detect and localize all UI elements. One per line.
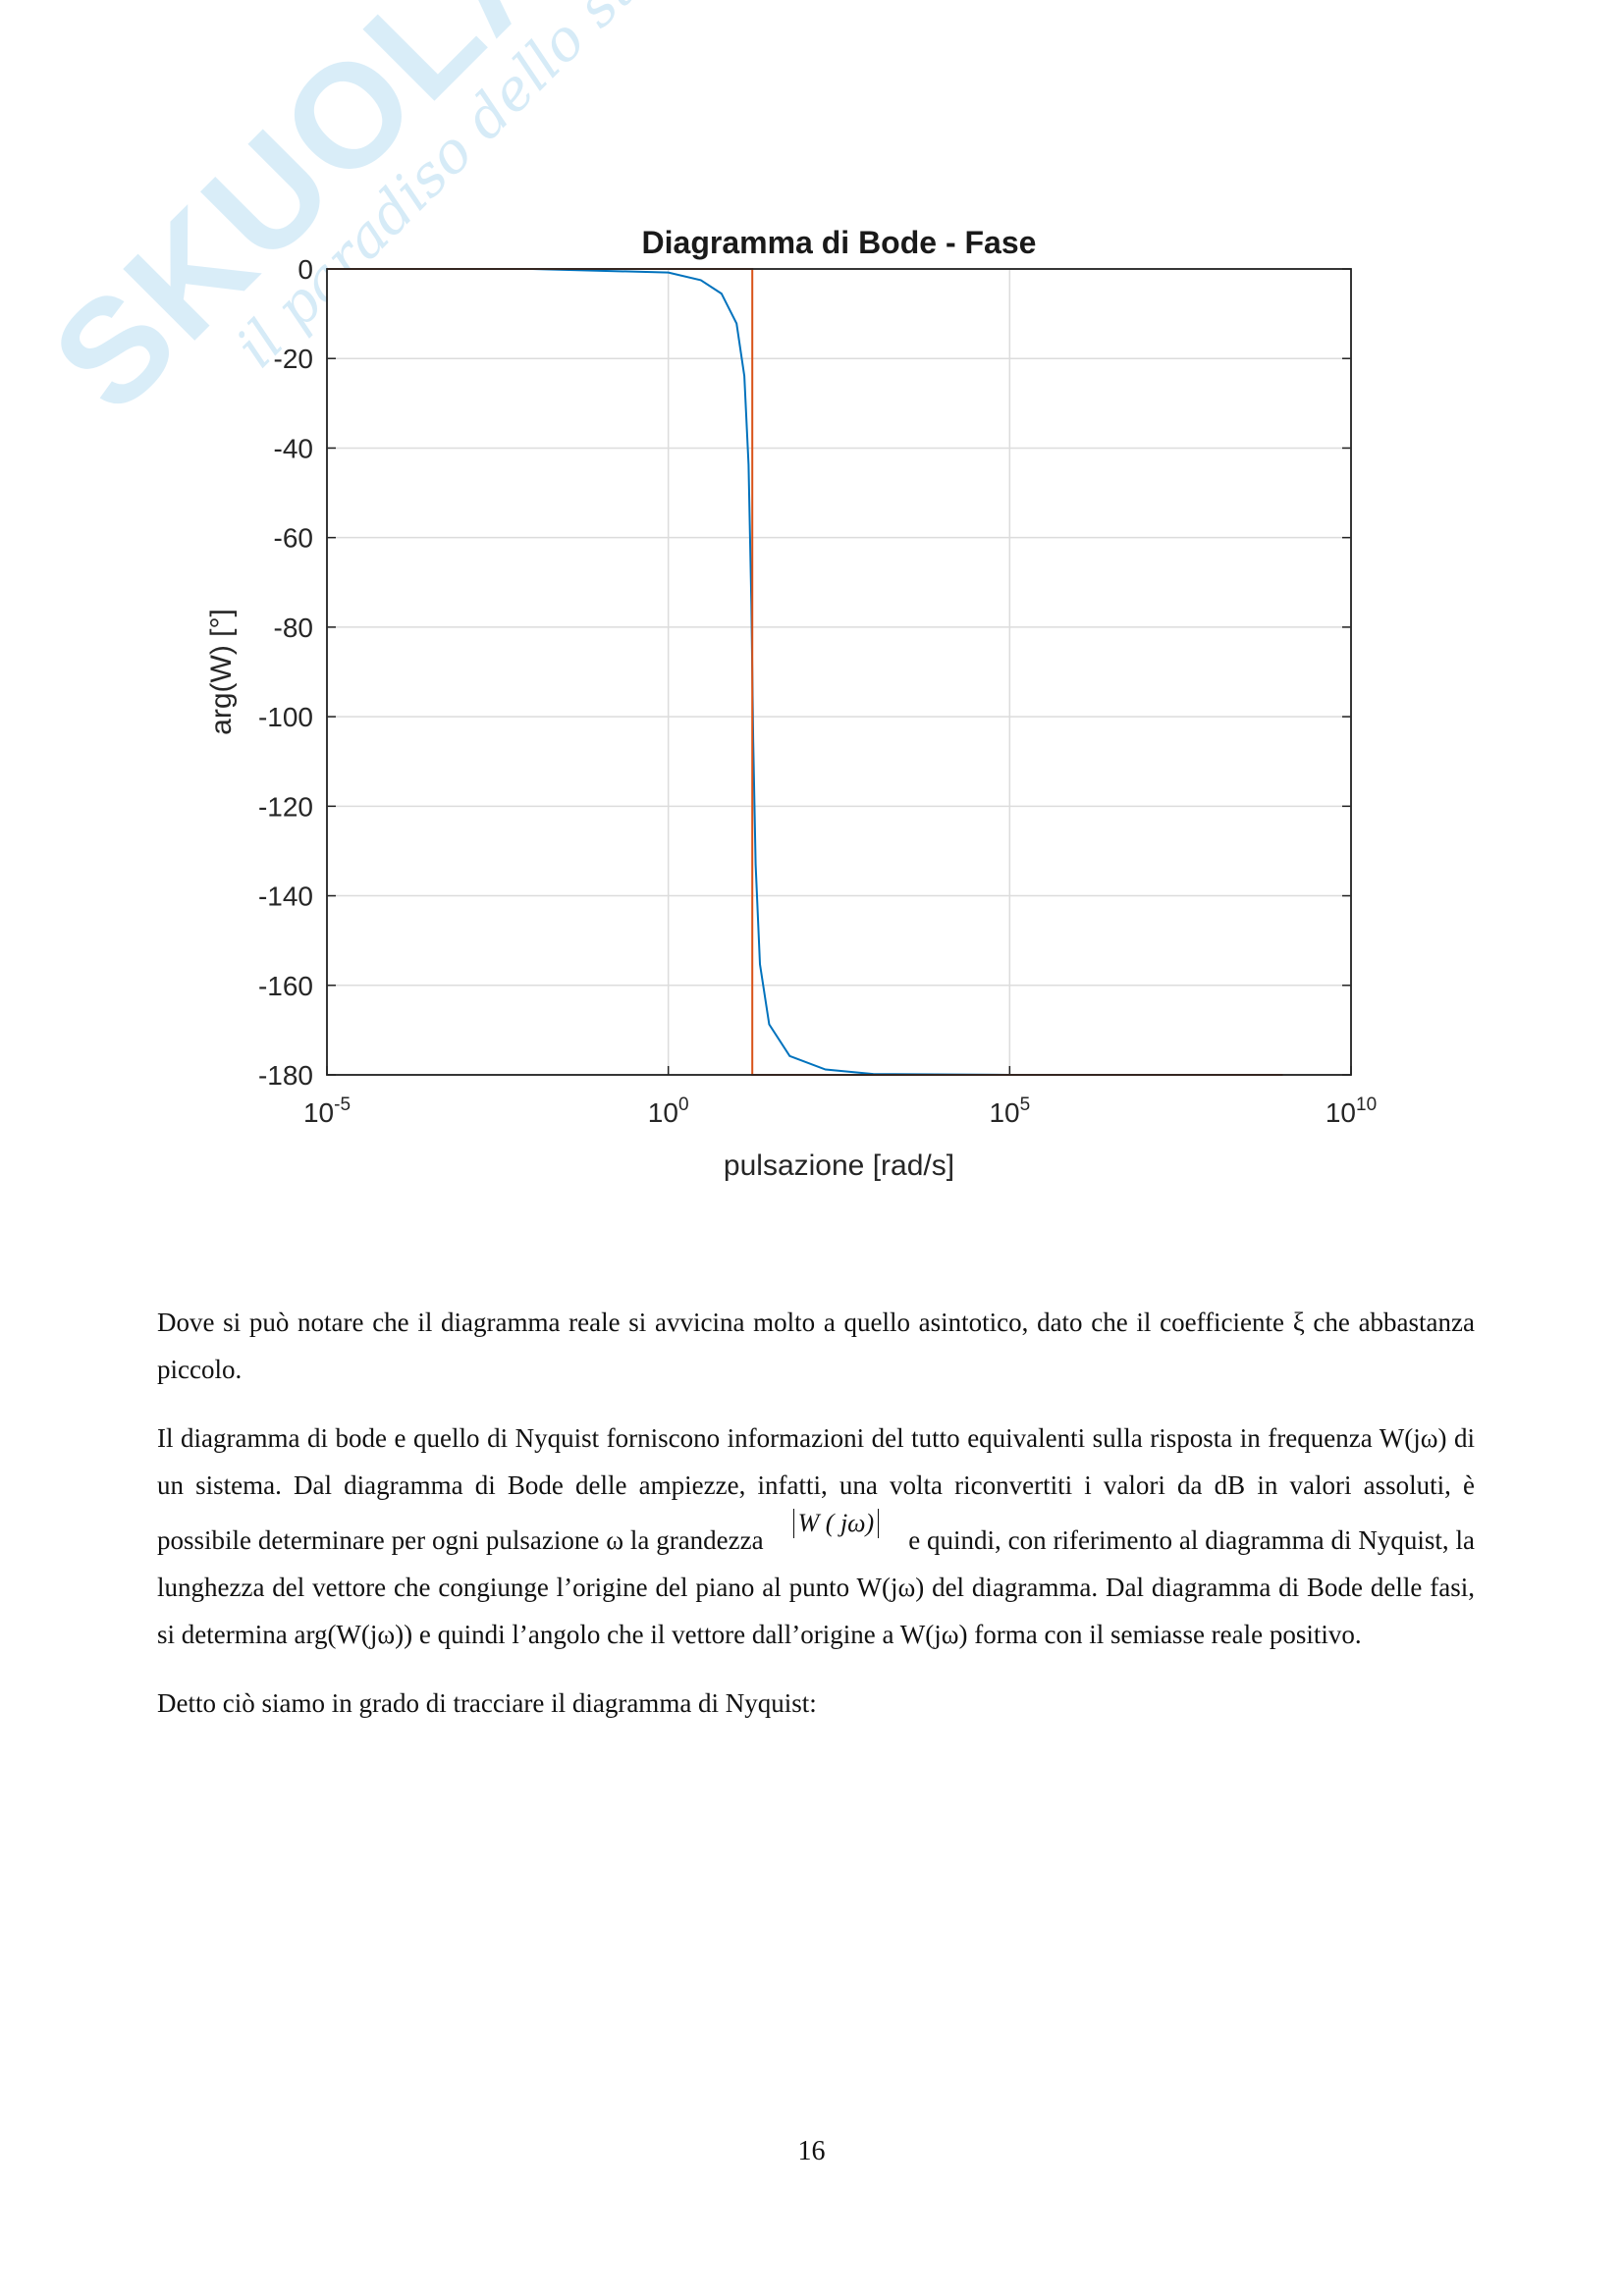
paragraph-2-after: e quindi, con riferimento al diagramma d…	[157, 1525, 1475, 1649]
y-tick-label: -140	[258, 881, 313, 912]
paragraph-2: Il diagramma di bode e quello di Nyquist…	[157, 1415, 1475, 1658]
y-tick-label: -20	[274, 344, 313, 374]
x-axis-label: pulsazione [rad/s]	[724, 1149, 954, 1182]
y-tick-label: 0	[298, 254, 313, 285]
y-tick-label: -40	[274, 433, 313, 463]
y-tick-label: -80	[274, 613, 313, 643]
y-tick-label: -60	[274, 523, 313, 554]
y-axis-label: arg(W) [°]	[205, 609, 238, 735]
y-tick-label: -180	[258, 1060, 313, 1091]
x-tick-label: 105	[989, 1095, 1030, 1128]
paragraph-1: Dove si può notare che il diagramma real…	[157, 1308, 1475, 1384]
plot-area	[327, 269, 1351, 1075]
body-text: Dove si può notare che il diagramma real…	[157, 1299, 1475, 1748]
bode-phase-chart: 0 -20 -40 -60 -80 -100 -120 -140 -160 -180 10-5 100…	[205, 225, 1377, 1182]
y-tick-label: -120	[258, 791, 313, 822]
y-tick-label: -160	[258, 971, 313, 1001]
magnitude-formula: W ( jω)	[792, 1509, 880, 1538]
paragraph-2-before: Il diagramma di bode e quello di Nyquist…	[157, 1423, 1475, 1555]
page-number: 16	[797, 2136, 826, 2166]
x-tick-label: 100	[648, 1095, 689, 1128]
x-tick-label: 10-5	[303, 1095, 351, 1128]
x-tick-label: 1010	[1325, 1095, 1377, 1128]
y-tick-label: -100	[258, 702, 313, 732]
plot-frame	[326, 268, 1352, 1076]
paragraph-3: Detto ciò siamo in grado di tracciare il…	[157, 1688, 817, 1718]
chart-title: Diagramma di Bode - Fase	[642, 225, 1037, 260]
